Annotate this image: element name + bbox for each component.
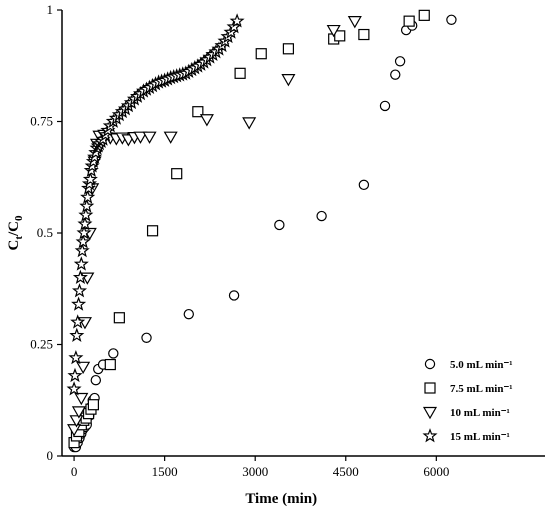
series-star <box>66 13 245 396</box>
circle-data-point <box>108 348 119 359</box>
legend-label: 10 mL min⁻¹ <box>450 407 510 419</box>
triangle-data-point <box>142 131 157 144</box>
square-data-point <box>334 30 346 42</box>
square-data-point <box>418 9 430 21</box>
legend-triangle-marker <box>422 406 438 420</box>
circle-data-point <box>228 290 240 301</box>
square-data-point <box>234 67 246 79</box>
x-axis-title: Time (min) <box>245 491 317 507</box>
data-series <box>66 9 457 453</box>
square-data-point <box>403 15 415 27</box>
star-data-point <box>71 283 88 298</box>
circle-data-point <box>446 14 457 26</box>
series-circle <box>68 14 457 453</box>
square-data-point <box>282 43 295 55</box>
y-tick-label: 0.5 <box>37 225 53 240</box>
x-tick-label: 1500 <box>152 464 178 479</box>
legend-label: 7.5 mL min⁻¹ <box>450 383 513 395</box>
triangle-data-point <box>199 114 214 127</box>
triangle-data-point <box>281 74 296 87</box>
y-tick-label: 1 <box>47 2 54 17</box>
circle-data-point <box>141 332 152 344</box>
x-axis-ticks: 0 1500 3000 4500 6000 <box>71 456 449 479</box>
star-data-point <box>77 216 93 231</box>
y-axis-ticks: 0 0.25 0.5 0.75 1 <box>30 2 62 463</box>
x-tick-label: 3000 <box>242 464 268 479</box>
square-data-point <box>255 48 267 60</box>
circle-data-point <box>379 100 391 112</box>
circle-data-point <box>90 374 102 386</box>
star-data-point <box>76 225 92 240</box>
star-data-point <box>79 198 95 213</box>
square-data-point <box>87 399 99 411</box>
y-tick-label: 0 <box>47 448 54 463</box>
star-data-point <box>71 296 87 311</box>
x-tick-label: 6000 <box>423 464 449 479</box>
triangle-data-point <box>326 24 341 38</box>
triangle-data-point <box>74 392 89 406</box>
triangle-data-point <box>133 131 148 144</box>
star-data-point <box>74 242 90 258</box>
circle-data-point <box>394 56 406 67</box>
star-data-point <box>66 381 82 396</box>
circle-data-point <box>358 179 370 191</box>
star-data-point <box>69 327 85 342</box>
triangle-data-point <box>69 415 84 428</box>
y-axis-title-main: C <box>6 240 22 251</box>
triangle-data-point <box>67 424 82 437</box>
star-data-point <box>67 367 83 383</box>
legend-label: 5.0 mL min⁻¹ <box>450 359 513 371</box>
star-data-point <box>78 207 94 222</box>
square-data-point <box>146 225 159 237</box>
star-data-point <box>70 314 86 329</box>
legend-star-marker <box>422 428 438 443</box>
x-tick-label: 4500 <box>333 464 359 479</box>
star-data-point <box>73 256 89 271</box>
circle-data-point <box>274 219 285 231</box>
circle-data-point <box>390 69 401 80</box>
y-axis-title-divider: /C <box>6 221 22 237</box>
circle-data-point <box>316 210 327 222</box>
triangle-data-point <box>76 361 91 375</box>
legend-circle-marker <box>424 358 436 370</box>
triangle-data-point <box>71 406 86 419</box>
legend-square-marker <box>424 382 436 394</box>
star-data-point <box>68 349 84 365</box>
x-tick-label: 0 <box>71 464 78 479</box>
y-tick-label: 0.75 <box>30 114 53 129</box>
triangle-data-point <box>347 16 362 29</box>
series-square <box>68 9 430 449</box>
series-triangle <box>67 16 362 437</box>
legend: 5.0 mL min⁻¹ 7.5 mL min⁻¹ 10 mL min⁻¹ 15 mL… <box>422 358 513 443</box>
square-data-point <box>104 358 116 371</box>
star-data-point <box>82 171 98 186</box>
square-data-point <box>171 168 183 180</box>
square-data-point <box>358 28 370 41</box>
y-tick-label: 0.25 <box>30 337 53 352</box>
triangle-data-point <box>242 117 257 130</box>
star-data-point <box>72 269 88 285</box>
square-data-point <box>192 106 204 118</box>
y-axis-title: Ct/C0 <box>6 215 25 251</box>
star-data-point <box>80 189 96 204</box>
square-data-point <box>113 312 125 324</box>
star-data-point <box>75 234 91 249</box>
circle-data-point <box>183 308 194 320</box>
y-axis-title-subscript-2: 0 <box>13 215 25 221</box>
legend-label: 15 mL min⁻¹ <box>450 431 510 443</box>
star-data-point <box>229 13 245 28</box>
triangle-data-point <box>163 131 178 144</box>
y-axis-title-subscript: t <box>13 236 25 240</box>
